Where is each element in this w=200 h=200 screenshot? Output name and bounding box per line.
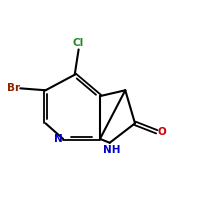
Text: N: N: [54, 134, 63, 144]
Text: NH: NH: [103, 145, 120, 155]
Text: Cl: Cl: [73, 38, 84, 48]
Text: O: O: [158, 127, 167, 137]
Text: Br: Br: [7, 83, 21, 93]
